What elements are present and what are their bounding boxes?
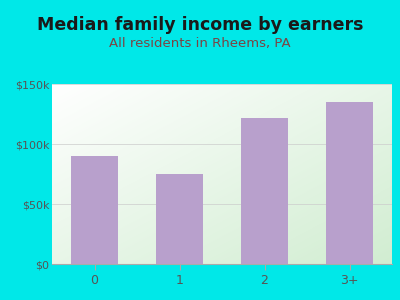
Bar	[326, 102, 373, 264]
Bar	[71, 156, 118, 264]
Bar	[156, 174, 203, 264]
Text: Median family income by earners: Median family income by earners	[37, 16, 363, 34]
Bar	[241, 118, 288, 264]
Text: All residents in Rheems, PA: All residents in Rheems, PA	[109, 38, 291, 50]
